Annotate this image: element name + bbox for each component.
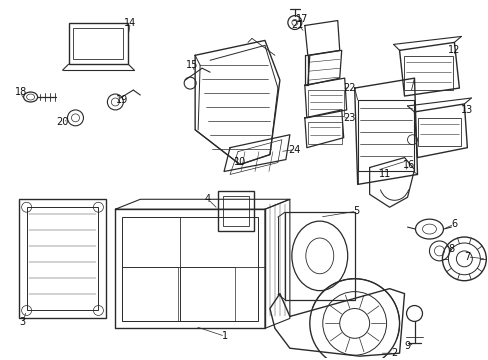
Text: 10: 10 xyxy=(233,157,245,167)
Text: 24: 24 xyxy=(288,145,301,155)
Bar xyxy=(357,100,413,171)
Text: 13: 13 xyxy=(460,105,472,115)
Bar xyxy=(218,192,253,231)
Bar xyxy=(417,118,461,146)
Bar xyxy=(73,27,123,59)
Text: 1: 1 xyxy=(222,331,227,341)
Text: 3: 3 xyxy=(20,318,26,327)
Text: 16: 16 xyxy=(403,159,415,170)
Bar xyxy=(307,122,341,144)
Text: 4: 4 xyxy=(204,194,211,204)
Bar xyxy=(285,212,354,300)
Bar xyxy=(223,196,248,226)
Text: 15: 15 xyxy=(185,60,198,70)
Bar xyxy=(307,90,343,116)
Text: 23: 23 xyxy=(343,113,355,123)
Bar xyxy=(403,56,452,90)
Text: 19: 19 xyxy=(116,95,128,105)
Bar xyxy=(26,207,98,310)
Text: 2: 2 xyxy=(391,348,397,358)
Text: 21: 21 xyxy=(291,19,304,30)
Text: 8: 8 xyxy=(447,244,453,254)
Bar xyxy=(68,23,128,64)
Text: 7: 7 xyxy=(463,252,469,262)
Text: 22: 22 xyxy=(343,83,355,93)
Bar xyxy=(19,199,106,319)
Text: 11: 11 xyxy=(378,170,390,180)
Bar xyxy=(122,217,258,321)
Text: 18: 18 xyxy=(15,87,27,97)
Text: 12: 12 xyxy=(447,45,460,55)
Text: 17: 17 xyxy=(295,14,307,23)
Text: 9: 9 xyxy=(404,341,410,351)
Text: 20: 20 xyxy=(56,117,69,127)
Text: 5: 5 xyxy=(353,206,359,216)
Text: 14: 14 xyxy=(124,18,136,27)
Text: 6: 6 xyxy=(450,219,457,229)
